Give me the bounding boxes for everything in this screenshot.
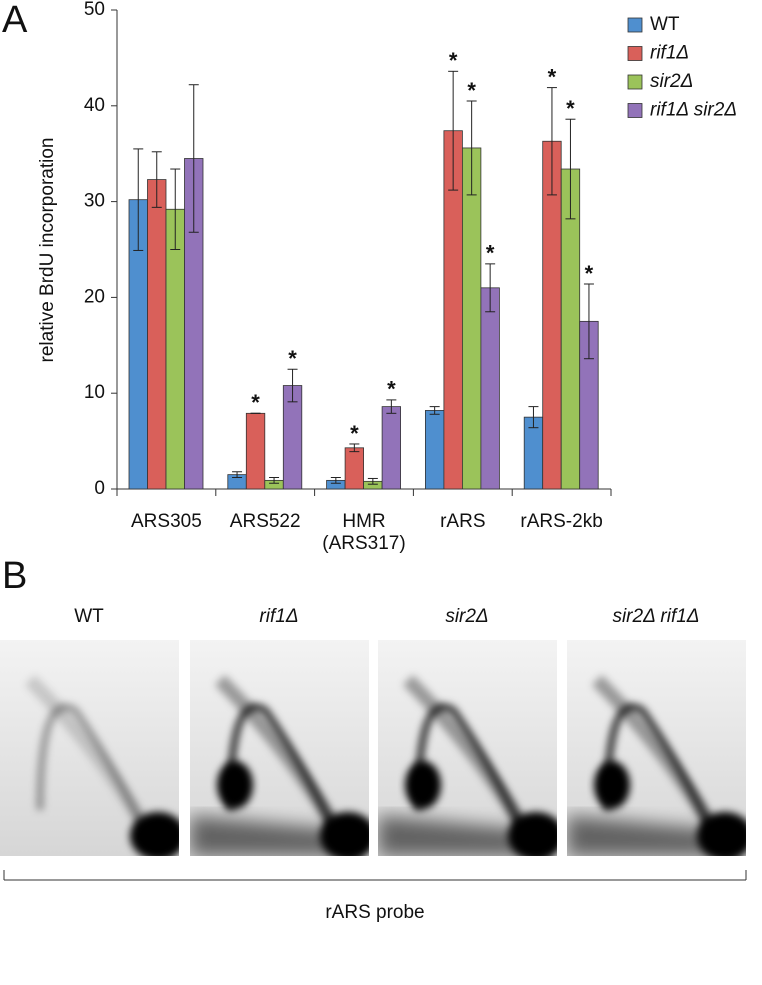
gel-arc: [414, 703, 532, 842]
gel-blob: [697, 812, 746, 856]
legend-label: rif1Δ sir2Δ: [650, 100, 737, 121]
error-bar: [287, 368, 298, 403]
bar: [245, 412, 266, 490]
legend-swatch: [627, 74, 643, 90]
error-bar: [466, 100, 477, 196]
bar: [147, 179, 167, 490]
y-tick-label: 40: [84, 95, 105, 116]
y-tick-label: 50: [84, 0, 105, 20]
error-bar: [367, 477, 378, 485]
significance-mark: *: [566, 96, 575, 121]
error-bar: [188, 84, 199, 233]
legend-swatch: [627, 103, 643, 118]
error-bar: [151, 151, 162, 208]
error-bar: [386, 399, 397, 414]
legend-swatch: [627, 17, 643, 33]
error-bar: [232, 471, 243, 479]
significance-mark: *: [449, 48, 458, 73]
significance-mark: *: [486, 241, 495, 266]
gel-title: sir2Δ rif1Δ: [612, 606, 699, 627]
bar: [424, 410, 445, 490]
significance-mark: *: [251, 390, 260, 415]
bar: [461, 147, 482, 490]
gel-arc: [36, 703, 154, 842]
y-tick-label: 0: [94, 478, 105, 499]
gel-title: rif1Δ: [259, 606, 298, 627]
error-bar: [565, 118, 576, 220]
gel-spot: [217, 761, 253, 809]
error-bar: [133, 148, 144, 251]
probe-label: rARS probe: [325, 902, 424, 923]
significance-mark: *: [387, 377, 396, 402]
x-tick-label: rARS: [440, 511, 486, 532]
x-tick-label: ARS305: [131, 511, 202, 532]
legend-label: sir2Δ: [650, 71, 693, 92]
legend-label: WT: [650, 14, 680, 35]
error-bar: [583, 283, 594, 360]
significance-mark: *: [467, 78, 476, 103]
error-bar: [349, 443, 360, 453]
error-bar: [528, 406, 539, 429]
error-bar: [485, 263, 496, 313]
y-tick-label: 30: [84, 191, 105, 212]
legend-label: rif1Δ: [650, 43, 689, 64]
gel-panels: [0, 640, 746, 856]
gel-spot: [405, 761, 441, 809]
panel-label: A: [2, 0, 28, 41]
bar: [344, 447, 365, 490]
gel-image: [567, 640, 746, 856]
gel-blob: [130, 812, 179, 856]
gel-arc: [226, 703, 344, 842]
gel-title: sir2Δ: [445, 606, 488, 627]
legend-swatch: [627, 46, 643, 61]
error-bar: [546, 87, 557, 196]
bar: [165, 208, 185, 490]
error-bar: [330, 477, 341, 484]
error-bar: [429, 406, 440, 415]
panel-label: B: [2, 555, 27, 597]
x-tick-label: ARS522: [229, 511, 301, 532]
gel-smear: [567, 815, 737, 856]
gel-blob: [508, 812, 557, 856]
error-bar: [170, 168, 181, 250]
gel-blob: [320, 812, 369, 856]
gel-image: [190, 640, 369, 856]
y-axis-label: relative BrdU incorporation: [37, 138, 58, 363]
significance-mark: *: [350, 421, 359, 446]
x-tick-label: HMR (ARS317): [322, 511, 406, 554]
significance-mark: *: [288, 346, 297, 371]
y-tick-label: 10: [84, 382, 105, 403]
y-tick-label: 20: [84, 286, 105, 307]
significance-mark: *: [548, 64, 557, 89]
bar: [381, 406, 402, 490]
x-tick-label: rARS-2kb: [520, 511, 603, 532]
gel-image: [0, 640, 179, 856]
bar: [480, 287, 500, 490]
gel-spot: [594, 761, 630, 809]
gel-smear: [190, 815, 360, 856]
error-bar: [269, 477, 280, 484]
gel-arc: [603, 703, 721, 842]
gel-smear: [378, 815, 548, 856]
significance-mark: *: [585, 261, 594, 286]
gel-title: WT: [74, 606, 104, 627]
error-bar: [448, 70, 459, 191]
gel-image: [378, 640, 557, 856]
